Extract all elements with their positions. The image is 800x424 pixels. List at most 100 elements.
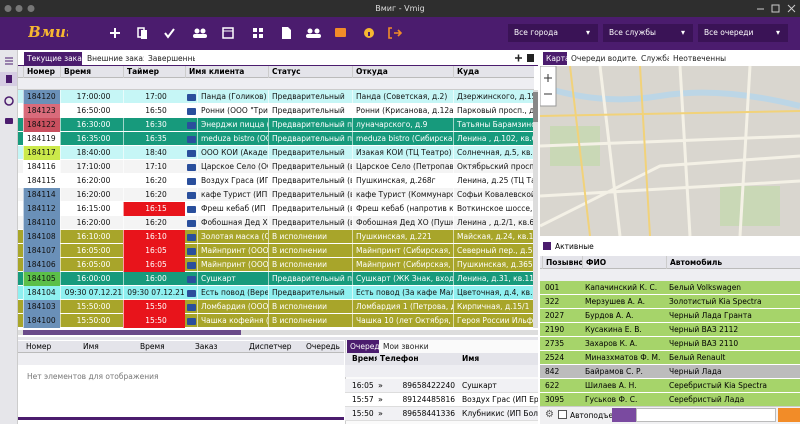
order-row[interactable] <box>18 132 534 146</box>
order-row[interactable] <box>18 146 534 160</box>
order-row[interactable] <box>18 90 534 104</box>
order-cell: Ленина, д.31, кв.114, п <box>453 272 534 286</box>
driver-cell: 2524 <box>545 353 565 362</box>
client-badge <box>187 136 196 143</box>
sidebar-icons[interactable] <box>0 50 18 150</box>
column-header[interactable]: Номер <box>23 66 60 78</box>
column-header[interactable]: Время <box>140 342 165 351</box>
column-header[interactable]: Куда <box>453 66 534 78</box>
column-header[interactable]: Имя <box>462 354 480 363</box>
order-cell: 16:10:00 <box>60 230 123 244</box>
order-cell: 184106 <box>23 258 60 272</box>
order-cell: Ленина , д.2/1, кв.65, п <box>453 216 534 230</box>
column-header[interactable]: Очередь <box>306 342 340 351</box>
driver-cell: Мерзушев А. А. <box>585 297 645 306</box>
order-row[interactable] <box>18 104 534 118</box>
column-header[interactable]: Номер <box>26 342 52 351</box>
map-tab[interactable]: Карта <box>543 52 567 65</box>
driver-cell: Серебристый Kia Spectra <box>669 381 768 390</box>
order-cell: 09:30 07.12.21 <box>123 286 185 300</box>
column-header[interactable]: Заказ <box>195 342 218 351</box>
call-row[interactable] <box>345 393 538 407</box>
order-cell: Изакая КОИ (ТЦ Театро) <box>352 146 453 160</box>
calls-tab[interactable]: Мои звонки <box>383 342 429 351</box>
order-row[interactable] <box>18 118 534 132</box>
order-cell: Ломбардия 1 (Петрова, д.40) <box>352 300 453 314</box>
orders-tab[interactable]: Завершенные <box>148 54 195 63</box>
column-header[interactable]: Время <box>352 354 377 363</box>
column-header[interactable]: Откуда <box>352 66 453 78</box>
call-row[interactable] <box>345 407 538 421</box>
orders-tab[interactable]: Текущие заказы <box>24 52 82 65</box>
driver-row[interactable] <box>540 337 800 351</box>
raise-button[interactable] <box>612 408 636 422</box>
send-button[interactable] <box>778 408 800 422</box>
call-row[interactable] <box>345 379 538 393</box>
filter-dropdown[interactable]: Все очереди <box>698 24 788 42</box>
order-cell: 184115 <box>23 174 60 188</box>
settings-icon[interactable]: ⚙ <box>545 409 554 420</box>
order-cell: 16:05:00 <box>60 258 123 272</box>
driver-row[interactable] <box>540 351 800 365</box>
order-cell: 16:20:00 <box>60 174 123 188</box>
order-cell: Ронни (Крисанова, д.12а) <box>352 104 453 118</box>
order-cell: Предварительный (водит <box>268 216 352 230</box>
column-header[interactable]: Диспетчер <box>249 342 292 351</box>
column-header[interactable]: Имя <box>83 342 99 351</box>
column-header[interactable]: Таймер <box>123 66 185 78</box>
window-title: Вмиг - Vmig <box>375 4 425 13</box>
order-cell: В исполнении <box>268 258 352 272</box>
order-row[interactable] <box>18 272 534 286</box>
active-check[interactable] <box>543 242 551 250</box>
column-header[interactable]: Автомобиль <box>666 256 794 269</box>
client-badge <box>187 262 196 269</box>
column-header[interactable]: Телефон <box>380 354 419 363</box>
call-cell: Клубникис (ИП Бол <box>462 409 538 418</box>
chevron: ▾ <box>681 28 686 37</box>
order-cell: 16:30 <box>123 118 185 132</box>
column-header[interactable]: Статус <box>268 66 352 78</box>
filter-dropdown[interactable]: Все города <box>508 24 598 42</box>
toolbar-icons[interactable] <box>0 17 420 50</box>
map-tab[interactable]: Неотвеченные <box>673 54 726 63</box>
filter-dropdown[interactable]: Все службы <box>603 24 693 42</box>
driver-row[interactable] <box>540 281 800 295</box>
order-cell: meduza bistro (ООО "А <box>197 132 268 146</box>
order-cell: ООО КОИ (Академия <box>197 146 268 160</box>
order-row[interactable] <box>18 174 534 188</box>
driver-row[interactable] <box>540 323 800 337</box>
orders-actions-icons[interactable] <box>512 52 536 64</box>
driver-row[interactable] <box>540 379 800 393</box>
orders-header <box>18 66 534 78</box>
column-header[interactable]: Имя клиента <box>185 66 268 78</box>
orders-tab[interactable]: Внешние заказы <box>87 54 144 63</box>
column-header[interactable]: Время <box>60 66 123 78</box>
call-cell: 15:50 <box>352 409 374 418</box>
raise-input[interactable] <box>636 408 776 422</box>
map-tab[interactable]: Служба <box>641 54 669 63</box>
autoraise-check[interactable] <box>558 410 567 419</box>
order-cell: 16:20 <box>123 188 185 202</box>
driver-row[interactable] <box>540 365 800 379</box>
driver-cell: 2190 <box>545 325 565 334</box>
client-badge <box>187 318 196 325</box>
order-cell: Фреш кебаб (напротив кас <box>352 202 453 216</box>
map-tab[interactable]: Очереди водителей <box>571 54 637 63</box>
order-row[interactable] <box>18 160 534 174</box>
order-cell: 16:35:00 <box>60 132 123 146</box>
column-header[interactable]: Позывной <box>542 256 582 269</box>
call-cell: 15:57 <box>352 395 374 404</box>
bottom-bar <box>18 417 344 420</box>
map[interactable] <box>540 66 800 236</box>
order-row[interactable] <box>18 216 534 230</box>
driver-row[interactable] <box>540 295 800 309</box>
driver-cell: 2735 <box>545 339 565 348</box>
order-cell: 16:05 <box>123 258 185 272</box>
order-cell: Сушкарт (ЖК Знак, вход со д <box>352 272 453 286</box>
order-row[interactable] <box>18 286 534 300</box>
calls-tab[interactable]: Очередь <box>347 340 379 353</box>
driver-row[interactable] <box>540 309 800 323</box>
order-row[interactable] <box>18 188 534 202</box>
order-cell: 16:20:00 <box>60 216 123 230</box>
column-header[interactable]: ФИО <box>582 256 666 269</box>
